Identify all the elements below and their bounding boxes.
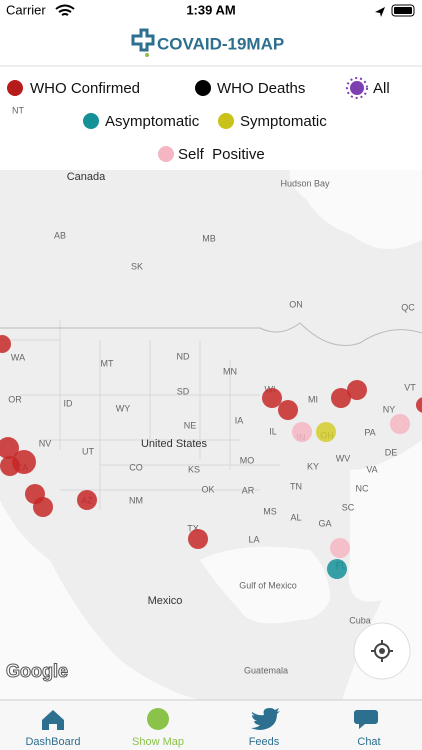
map-label: DE xyxy=(385,447,398,457)
wifi-icon xyxy=(55,4,75,16)
locate-button[interactable] xyxy=(353,622,411,680)
map-label: NV xyxy=(39,438,52,448)
map-label: NM xyxy=(129,495,143,505)
map-label: MT xyxy=(101,358,114,368)
tab-icon[interactable] xyxy=(251,708,280,730)
marker[interactable] xyxy=(416,397,422,413)
map-label: LA xyxy=(248,534,259,544)
time: 1:39 AM xyxy=(186,2,235,17)
map-label: VT xyxy=(404,382,416,392)
map-label: Canada xyxy=(67,171,106,183)
map-label: NY xyxy=(383,404,396,414)
map-attribution: Google xyxy=(6,661,68,681)
tab-label[interactable]: Feeds xyxy=(249,736,280,748)
map-label: AR xyxy=(242,485,255,495)
map-label: OK xyxy=(201,484,214,494)
marker[interactable] xyxy=(0,335,11,353)
app-title: COVAID-19MAP xyxy=(157,34,284,53)
map-label: MB xyxy=(202,233,216,243)
marker[interactable] xyxy=(347,380,367,400)
marker[interactable] xyxy=(188,529,208,549)
map-label: WV xyxy=(336,453,351,463)
map-markers xyxy=(0,335,422,579)
map-label: WA xyxy=(11,352,25,362)
tab-bar xyxy=(0,700,422,750)
map-label: QC xyxy=(401,302,415,312)
marker[interactable] xyxy=(316,422,336,442)
map-label: United States xyxy=(141,438,208,450)
map-label: SC xyxy=(342,502,355,512)
carrier: Carrier xyxy=(6,2,46,17)
tab-label[interactable]: Chat xyxy=(357,736,380,748)
map-label: NC xyxy=(356,483,369,493)
logo xyxy=(131,28,155,57)
location-icon xyxy=(375,7,385,17)
map-label: SK xyxy=(131,261,143,271)
map-label: ND xyxy=(177,351,190,361)
map-label: UT xyxy=(82,446,94,456)
map-label: AB xyxy=(54,230,66,240)
marker[interactable] xyxy=(330,538,350,558)
map-label: ON xyxy=(289,299,303,309)
map-label: MS xyxy=(263,506,277,516)
legend-icon[interactable] xyxy=(346,77,368,99)
legend-label[interactable]: All xyxy=(373,80,390,97)
marker[interactable] xyxy=(390,414,410,434)
map-labels: NT Canada Hudson Bay AB MB SK ON QC WA M… xyxy=(8,105,416,675)
tab-icon[interactable] xyxy=(42,710,64,730)
map-label: MO xyxy=(240,455,255,465)
marker[interactable] xyxy=(292,422,312,442)
map-label: Hudson Bay xyxy=(280,178,330,188)
battery xyxy=(391,4,415,17)
map-label: MI xyxy=(308,394,318,404)
map-label: KY xyxy=(307,461,319,471)
legend-swatch[interactable] xyxy=(218,113,234,129)
marker[interactable] xyxy=(327,559,347,579)
map-label: GA xyxy=(318,518,331,528)
map-label: NE xyxy=(184,420,197,430)
legend-label[interactable]: WHO Deaths xyxy=(217,80,305,97)
legend-label[interactable]: Symptomatic xyxy=(240,113,327,130)
marker[interactable] xyxy=(331,388,351,408)
legend-label[interactable]: Asymptomatic xyxy=(105,113,200,130)
map-label: IL xyxy=(269,426,277,436)
map-label: VA xyxy=(366,464,377,474)
tab-icon[interactable] xyxy=(147,708,169,730)
map-label: MN xyxy=(223,366,237,376)
map-label: AL xyxy=(290,512,301,522)
map-label: NT xyxy=(12,105,24,115)
map-label: Mexico xyxy=(148,595,183,607)
tab-label[interactable]: DashBoard xyxy=(25,736,80,748)
legend-swatch[interactable] xyxy=(83,113,99,129)
map-label: WY xyxy=(116,403,131,413)
map-label: TN xyxy=(290,481,302,491)
marker[interactable] xyxy=(278,400,298,420)
map-label: SD xyxy=(177,386,190,396)
legend-label[interactable]: WHO Confirmed xyxy=(30,80,140,97)
map-label: KS xyxy=(188,464,200,474)
battery-level xyxy=(394,7,412,14)
legend-swatch[interactable] xyxy=(195,80,211,96)
legend-swatch[interactable] xyxy=(7,80,23,96)
tab-label[interactable]: Show Map xyxy=(132,736,184,748)
marker[interactable] xyxy=(33,497,53,517)
legend-label[interactable]: Self Positive xyxy=(178,146,265,163)
map-label: Guatemala xyxy=(244,665,288,675)
map-label: CO xyxy=(129,462,143,472)
marker[interactable] xyxy=(262,388,282,408)
map-label: ID xyxy=(64,398,74,408)
marker[interactable] xyxy=(77,490,97,510)
legend-swatch[interactable] xyxy=(158,146,174,162)
marker[interactable] xyxy=(0,437,19,459)
map-label: TX xyxy=(187,523,199,533)
map-label: Cuba xyxy=(349,615,371,625)
map-label: Gulf of Mexico xyxy=(239,580,297,590)
map-label: OR xyxy=(8,394,22,404)
tab-icon[interactable] xyxy=(354,710,378,729)
marker[interactable] xyxy=(0,456,20,476)
map-label: IA xyxy=(235,415,244,425)
map-label: PA xyxy=(364,427,375,437)
